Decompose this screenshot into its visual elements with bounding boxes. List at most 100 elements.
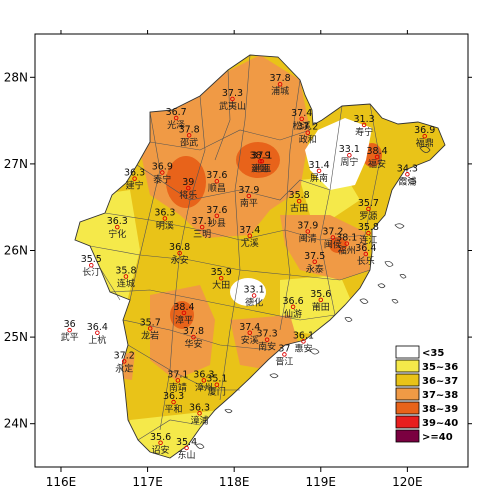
- station: 36.3漳州: [193, 369, 214, 393]
- station-value: 37.1: [251, 150, 272, 161]
- station-marker: [361, 122, 367, 128]
- station-name: 福安: [368, 158, 386, 170]
- station-name: 宁化: [108, 228, 126, 240]
- station: 31.3寿宁: [354, 114, 375, 138]
- station-value: 37.1: [192, 216, 213, 227]
- station: 35.1厦门: [206, 374, 227, 398]
- station-name: 闽清: [299, 232, 317, 244]
- station: 36.6仙游: [282, 296, 303, 320]
- station: 37.9闽清: [297, 220, 318, 244]
- station-name: 明溪: [156, 219, 174, 231]
- station-name: 平和: [165, 404, 183, 415]
- station: 35.8连江: [358, 222, 379, 246]
- station-value: 38.1: [336, 233, 357, 244]
- station-value: 37.2: [322, 227, 343, 238]
- station-marker: [67, 327, 72, 333]
- station-marker: [422, 133, 427, 139]
- station-layer: 37.3武夷山37.8浦城36.7光泽37.8邵武37.1建瓯37.4松溪37.…: [61, 73, 436, 461]
- station-name: 惠安: [294, 342, 312, 354]
- station-value: 36.3: [154, 207, 175, 218]
- station-value: 37.3: [222, 88, 243, 99]
- station-value: 37.8: [269, 73, 290, 84]
- station-name: 建瓯: [251, 162, 269, 174]
- station-name: 德化: [245, 297, 263, 309]
- station-value: 38.9: [250, 150, 271, 161]
- station-value: 36.4: [87, 322, 108, 333]
- x-axis: 116E 117E 118E 119E 120E: [46, 30, 423, 489]
- station-value: 37.6: [206, 205, 227, 216]
- legend-swatch: [395, 359, 420, 373]
- station-marker: [115, 224, 120, 230]
- station-value: 37.9: [297, 220, 318, 231]
- legend-swatch: [395, 401, 420, 415]
- station-marker: [214, 382, 220, 387]
- station: 36.9泰宁: [152, 162, 173, 186]
- station: 37.4尤溪: [239, 225, 260, 249]
- station-marker: [251, 293, 257, 298]
- county-boundaries: [89, 54, 381, 441]
- station-marker: [247, 233, 253, 239]
- station: 36.3建宁: [124, 168, 145, 192]
- station-value: 37.8: [179, 124, 200, 135]
- station-name: 霞浦: [398, 175, 416, 187]
- station-name: 福州: [338, 245, 356, 257]
- station: 37.1建瓯: [251, 150, 272, 174]
- station-name: 将乐: [179, 189, 197, 201]
- station: 36.3漳浦: [189, 402, 210, 426]
- x-tick-label: 118E: [219, 475, 250, 489]
- station-value: 35.6: [150, 432, 171, 443]
- station-name: 光泽: [167, 119, 185, 131]
- station-name: 屏南: [310, 172, 328, 184]
- station-marker: [186, 185, 191, 191]
- station-value: 37.2: [114, 350, 135, 361]
- station-name: 南靖: [169, 381, 187, 393]
- legend-label: 36~37: [422, 376, 458, 387]
- station-marker: [318, 297, 324, 303]
- station-name: 松溪: [293, 120, 311, 132]
- station-marker: [121, 359, 127, 364]
- legend-swatch: [395, 429, 420, 443]
- station-value: 36.7: [166, 107, 187, 118]
- station-value: 36.4: [355, 243, 376, 254]
- station-name: 晋江: [275, 356, 293, 367]
- station: 34.3霞浦: [397, 163, 418, 187]
- station-name: 武平: [61, 331, 79, 343]
- station-marker: [162, 216, 168, 221]
- station-name: 建瓯: [253, 162, 271, 174]
- province-outline: [74, 54, 446, 459]
- station: 35.4东山: [176, 437, 197, 461]
- station: 38.1福州: [336, 233, 357, 257]
- station-marker: [366, 230, 371, 236]
- station-marker: [296, 198, 302, 204]
- station-marker: [312, 259, 317, 265]
- zone-37-38-south: [150, 285, 215, 380]
- zone-38-39-fuzhou: [329, 237, 347, 253]
- station-value: 39: [182, 177, 194, 188]
- station-name: 龙岩: [141, 329, 159, 341]
- station-value: 37.4: [239, 225, 260, 236]
- station-value: 36.3: [189, 402, 210, 413]
- station-marker: [181, 310, 187, 316]
- station-value: 35.8: [358, 222, 379, 233]
- station-name: 武夷山: [219, 100, 246, 112]
- station-marker: [246, 193, 252, 199]
- station-marker: [305, 130, 311, 135]
- station-value: 37: [278, 343, 290, 354]
- station-name: 三明: [193, 229, 211, 240]
- station-name: 东山: [178, 449, 196, 461]
- station-marker: [89, 262, 94, 268]
- station-name: 闽侯: [324, 239, 342, 251]
- legend-label: >=40: [422, 432, 453, 443]
- station-name: 厦门: [208, 386, 226, 398]
- station-name: 大田: [212, 279, 230, 291]
- station-marker: [290, 304, 296, 310]
- station: 37.4松溪: [291, 108, 312, 132]
- station: 36.4上杭: [87, 322, 108, 346]
- station-marker: [282, 352, 287, 357]
- legend-label: 37~38: [422, 390, 458, 401]
- coastal-islands: [195, 146, 431, 449]
- station-name: 安溪: [241, 334, 259, 346]
- station-marker: [132, 176, 137, 181]
